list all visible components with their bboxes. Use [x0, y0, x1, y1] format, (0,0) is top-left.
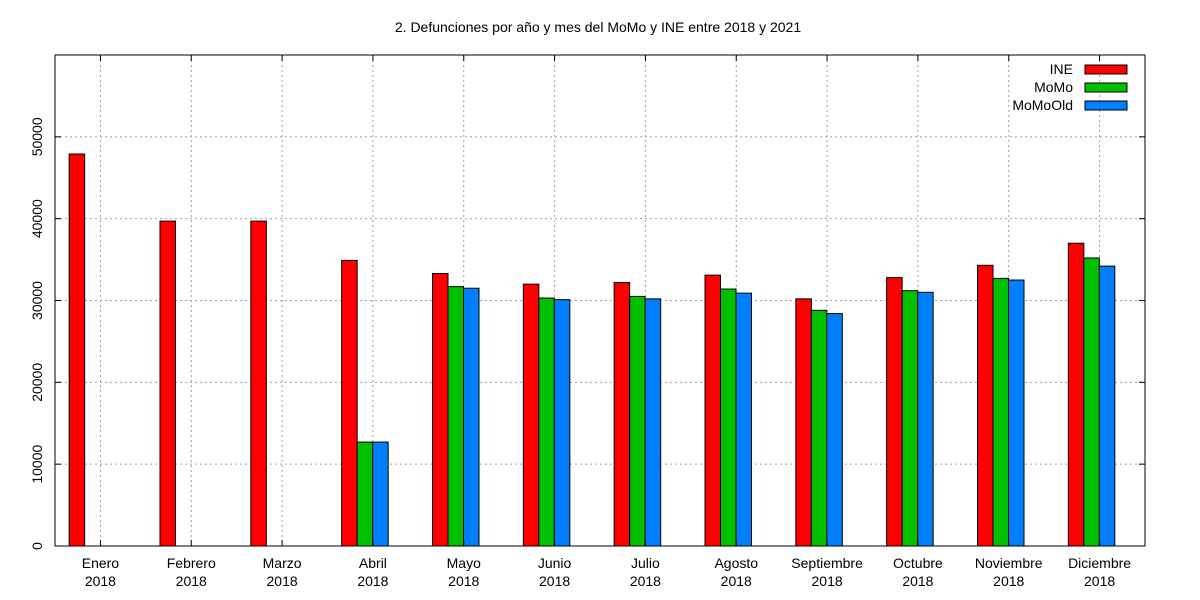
- bar-ine: [1067, 242, 1085, 547]
- bar-momo: [992, 277, 1009, 547]
- bar-momoold: [372, 441, 389, 547]
- x-tick-label-month: Mayo: [447, 555, 481, 571]
- x-tick-label-month: Noviembre: [975, 555, 1043, 571]
- bar-momoold: [826, 313, 843, 547]
- legend-label: MoMoOld: [1012, 97, 1073, 113]
- bars: [68, 153, 1116, 547]
- x-tick-label-year: 2018: [85, 573, 116, 589]
- x-tick-label: Diciembre 2018: [1068, 555, 1131, 589]
- x-tick-label-month: Julio: [631, 555, 660, 571]
- x-tick-label-year: 2018: [267, 573, 298, 589]
- legend-swatch-momoold: [1084, 100, 1128, 111]
- bar-ine: [704, 274, 721, 547]
- x-tick-label: Agosto 2018: [714, 555, 758, 589]
- bar-ine: [432, 272, 449, 547]
- bar-momoold: [1008, 279, 1025, 547]
- bar-momo: [629, 295, 646, 547]
- y-tick-label: 30000: [29, 281, 45, 320]
- bar-ine: [613, 281, 631, 547]
- y-tick-label: 0: [29, 542, 45, 550]
- legend-swatch-momo: [1084, 82, 1128, 93]
- bar-momoold: [917, 291, 934, 547]
- x-tick-label-year: 2018: [812, 573, 843, 589]
- bar-ine: [68, 153, 86, 547]
- x-tick-label-year: 2018: [357, 573, 388, 589]
- bar-momoold: [1098, 265, 1116, 547]
- legend: INE MoMo MoMoOld: [1012, 61, 1128, 113]
- x-tick-label: Noviembre 2018: [975, 555, 1043, 589]
- bar-momo: [1083, 257, 1100, 547]
- y-tick-label: 10000: [29, 444, 45, 483]
- x-tick-label-month: Marzo: [263, 555, 302, 571]
- x-tick-label: Julio 2018: [630, 555, 661, 589]
- x-tick-label-month: Octubre: [893, 555, 943, 571]
- bar-momoold: [735, 292, 752, 547]
- x-tick-label-year: 2018: [630, 573, 661, 589]
- x-tick-label-year: 2018: [448, 573, 479, 589]
- x-tick-label-year: 2018: [176, 573, 207, 589]
- x-tick-label: Marzo 2018: [263, 555, 302, 589]
- y-tick-label: 20000: [29, 363, 45, 402]
- bar-momo: [810, 309, 828, 547]
- legend-swatch-ine: [1084, 64, 1128, 75]
- bar-momo: [720, 288, 737, 547]
- x-tick-label-month: Agosto: [714, 555, 758, 571]
- bar-ine: [250, 220, 267, 547]
- plot-frame: [54, 54, 1146, 547]
- x-tick-label: Enero 2018: [82, 555, 120, 589]
- x-tick-label-month: Febrero: [167, 555, 216, 571]
- y-tick-label: 50000: [29, 117, 45, 156]
- bar-momo: [538, 297, 555, 547]
- chart-title: 2. Defunciones por año y mes del MoMo y …: [395, 19, 801, 35]
- x-tick-label: Junio 2018: [538, 555, 572, 589]
- bar-ine: [886, 277, 903, 547]
- bar-momoold: [644, 298, 662, 547]
- x-tick-label-month: Junio: [538, 555, 572, 571]
- x-tick-label-year: 2018: [902, 573, 933, 589]
- bar-momo: [901, 290, 919, 547]
- bar-momoold: [553, 299, 571, 547]
- x-tick-label: Mayo 2018: [447, 555, 481, 589]
- bar-ine: [977, 264, 994, 547]
- bar-ine: [522, 283, 540, 547]
- x-tick-label-year: 2018: [721, 573, 752, 589]
- bar-ine: [159, 220, 176, 547]
- x-tick-label-month: Enero: [82, 555, 120, 571]
- legend-label: INE: [1050, 61, 1073, 77]
- x-tick-label: Octubre 2018: [893, 555, 943, 589]
- bar-momo: [447, 286, 464, 547]
- x-tick-label: Septiembre 2018: [791, 555, 863, 589]
- y-tick-label: 40000: [29, 199, 45, 238]
- bar-momo: [356, 441, 374, 547]
- x-tick-label: Febrero 2018: [167, 555, 216, 589]
- bar-ine: [341, 259, 358, 547]
- bar-momoold: [463, 287, 480, 547]
- x-tick-label-year: 2018: [993, 573, 1024, 589]
- bar-ine: [795, 298, 812, 547]
- x-tick-label-month: Diciembre: [1068, 555, 1131, 571]
- x-tick-label-month: Septiembre: [791, 555, 863, 571]
- x-tick-label-year: 2018: [1084, 573, 1115, 589]
- legend-label: MoMo: [1034, 79, 1073, 95]
- x-tick-label-year: 2018: [539, 573, 570, 589]
- x-tick-label-month: Abril: [359, 555, 387, 571]
- x-tick-label: Abril 2018: [357, 555, 388, 589]
